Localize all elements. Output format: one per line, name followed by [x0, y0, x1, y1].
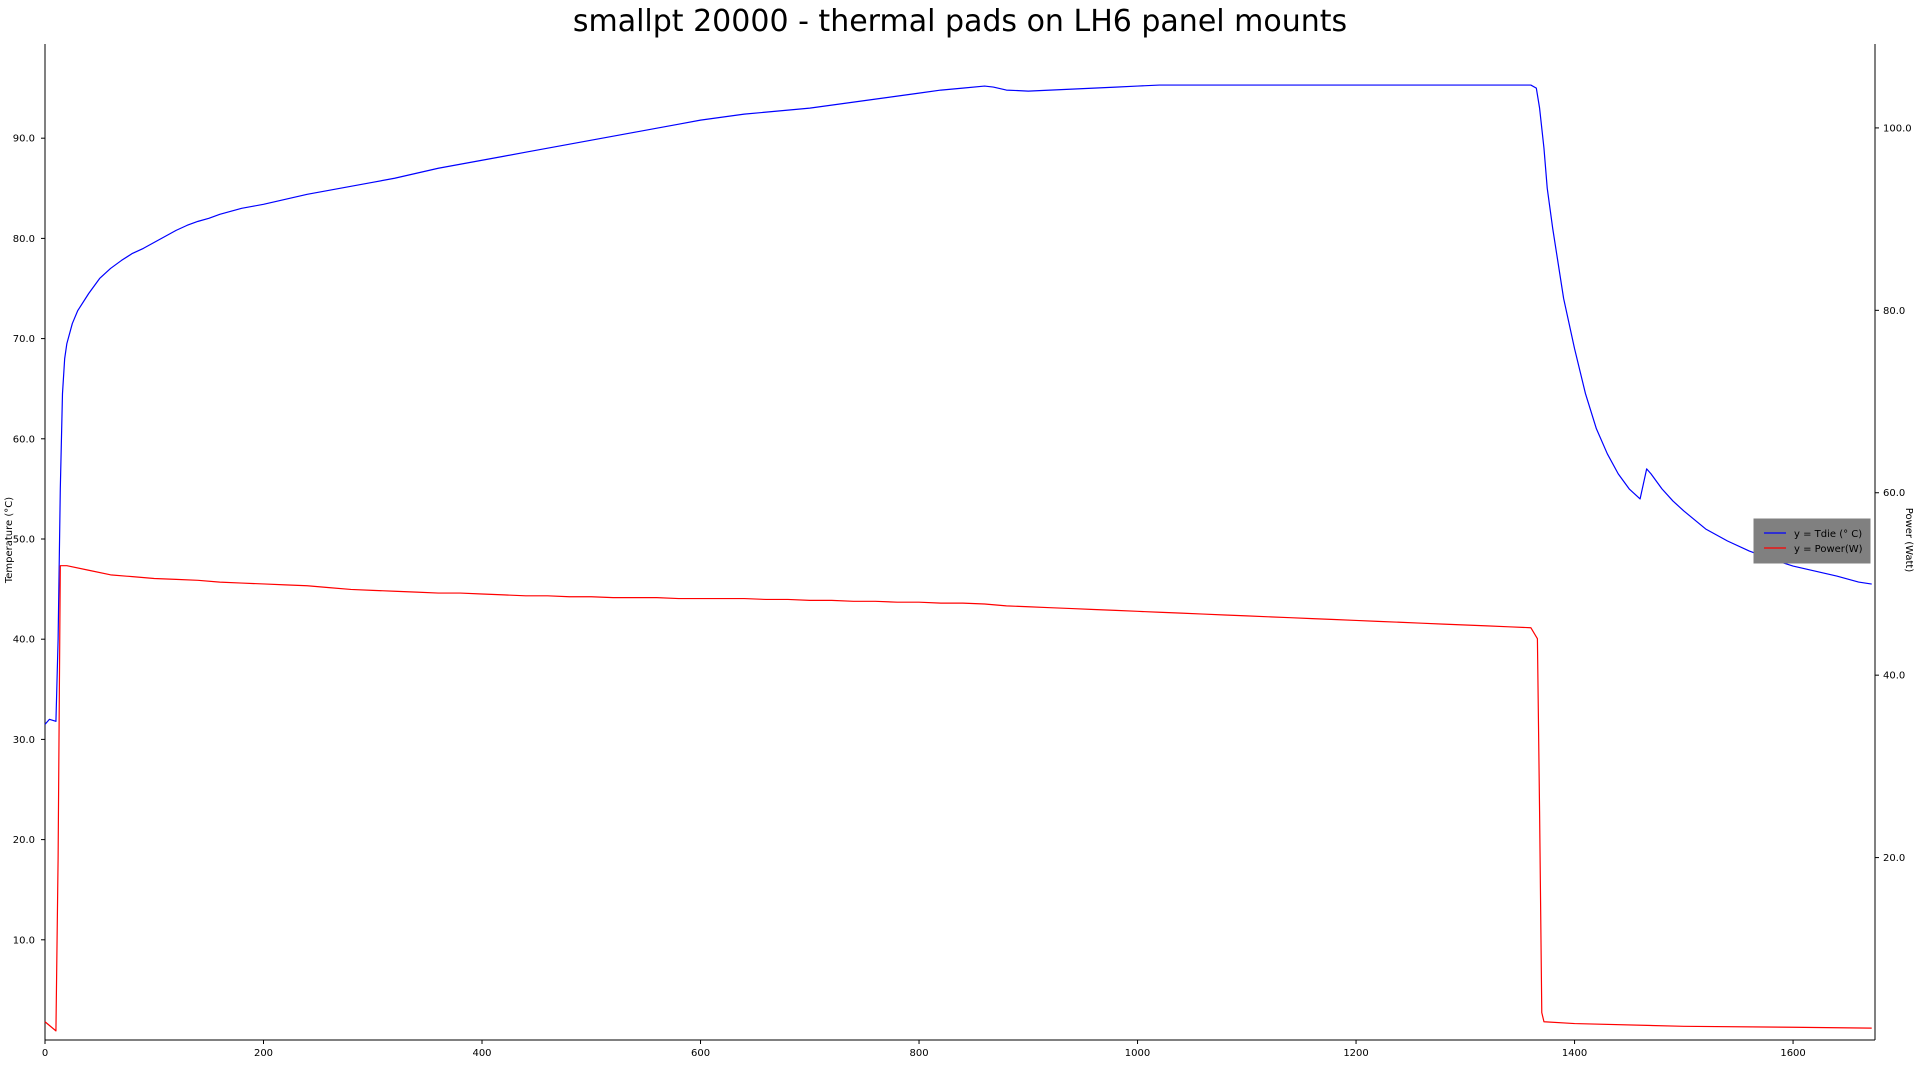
x-tick-label: 1400 [1562, 1048, 1587, 1059]
y-left-tick-label: 60.0 [13, 434, 35, 445]
legend: y = Tdie (° C) y = Power(W) [1753, 518, 1871, 564]
x-tick-label: 400 [472, 1048, 491, 1059]
y-right-tick-label: 60.0 [1883, 488, 1905, 499]
y-right-axis-title: Power (Watt) [1903, 508, 1914, 573]
x-tick-label: 1600 [1780, 1048, 1805, 1059]
x-tick-label: 0 [42, 1048, 48, 1059]
x-tick-label: 800 [909, 1048, 928, 1059]
series-layer [44, 84, 1872, 1032]
legend-label-power: y = Power(W) [1794, 544, 1863, 555]
y-right-tick-label: 100.0 [1883, 123, 1912, 134]
chart-title: smallpt 20000 - thermal pads on LH6 pane… [573, 4, 1347, 39]
y-left-tick-label: 90.0 [13, 134, 35, 145]
plot-area [44, 44, 1876, 1041]
x-tick-label: 1200 [1343, 1048, 1368, 1059]
x-tick-label: 200 [254, 1048, 273, 1059]
x-axis-ticks: 0 200 400 600 800 1000 1200 1400 1600 [42, 1040, 1806, 1059]
y-left-tick-label: 10.0 [13, 935, 35, 946]
y-left-tick-label: 40.0 [13, 635, 35, 646]
y-right-tick-label: 20.0 [1883, 853, 1905, 864]
y-left-tick-label: 20.0 [13, 835, 35, 846]
series-line-tdie [44, 84, 1872, 725]
y-right-axis-ticks: 20.0 40.0 60.0 80.0 100.0 [1875, 123, 1912, 864]
legend-label-tdie: y = Tdie (° C) [1794, 529, 1862, 540]
y-left-tick-label: 50.0 [13, 534, 35, 545]
series-line-power [44, 565, 1872, 1032]
legend-box [1753, 518, 1871, 564]
y-left-tick-label: 70.0 [13, 334, 35, 345]
y-left-tick-label: 80.0 [13, 234, 35, 245]
x-tick-label: 600 [691, 1048, 710, 1059]
y-left-axis-title: Temperature (°C) [4, 497, 15, 584]
y-left-tick-label: 30.0 [13, 735, 35, 746]
x-tick-label: 1000 [1125, 1048, 1150, 1059]
y-right-tick-label: 80.0 [1883, 306, 1905, 317]
y-left-axis-ticks: 10.0 20.0 30.0 40.0 50.0 60.0 70.0 80.0 90.0 [13, 134, 45, 946]
y-right-tick-label: 40.0 [1883, 671, 1905, 682]
